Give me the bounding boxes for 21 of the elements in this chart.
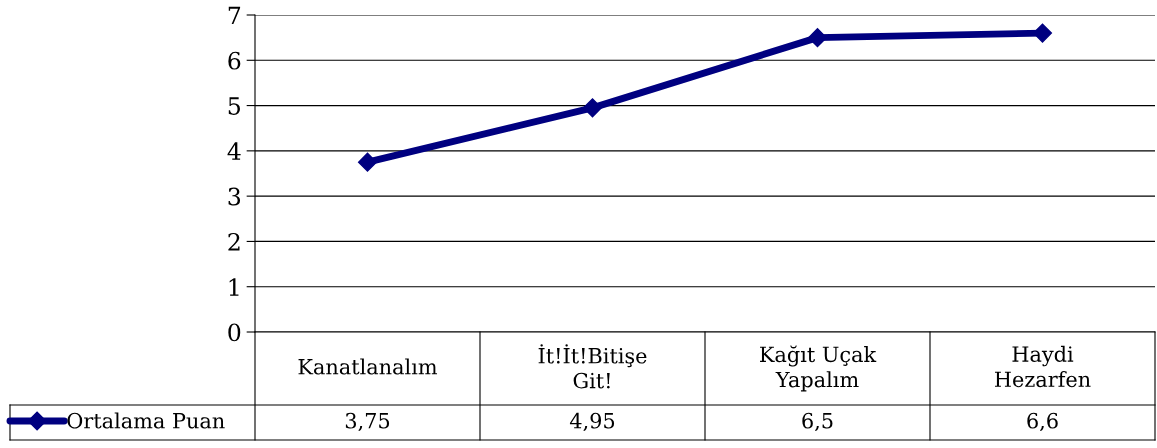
data-label: 6,6 — [1027, 412, 1058, 432]
data-label: 6,5 — [802, 412, 833, 432]
point — [807, 28, 828, 48]
x-tick-label: Kanatlanalım — [298, 358, 438, 375]
y-tick-label: 6 — [228, 51, 241, 70]
legend-label: Ortalama Puan — [67, 412, 225, 429]
y-tick-label: 0 — [228, 323, 241, 342]
y-tick-label: 7 — [228, 6, 241, 24]
y-tick-label: 4 — [227, 142, 241, 160]
data-label: 4,95 — [569, 412, 615, 432]
data-label: 3,75 — [345, 412, 390, 432]
y-tick-label: 3 — [228, 187, 241, 206]
point — [1032, 23, 1053, 43]
y-tick-label: 5 — [228, 97, 240, 115]
y-tick-label: 2 — [228, 232, 240, 251]
point — [582, 98, 603, 118]
x-tick-label: İt!İt!Bitişe Git! — [538, 344, 647, 389]
x-tick-label: Haydi Hezarfen — [994, 345, 1091, 388]
point — [357, 152, 378, 172]
x-tick-label: Kağıt Uçak Yapalım — [760, 345, 877, 392]
y-tick-label: 1 — [229, 278, 239, 296]
